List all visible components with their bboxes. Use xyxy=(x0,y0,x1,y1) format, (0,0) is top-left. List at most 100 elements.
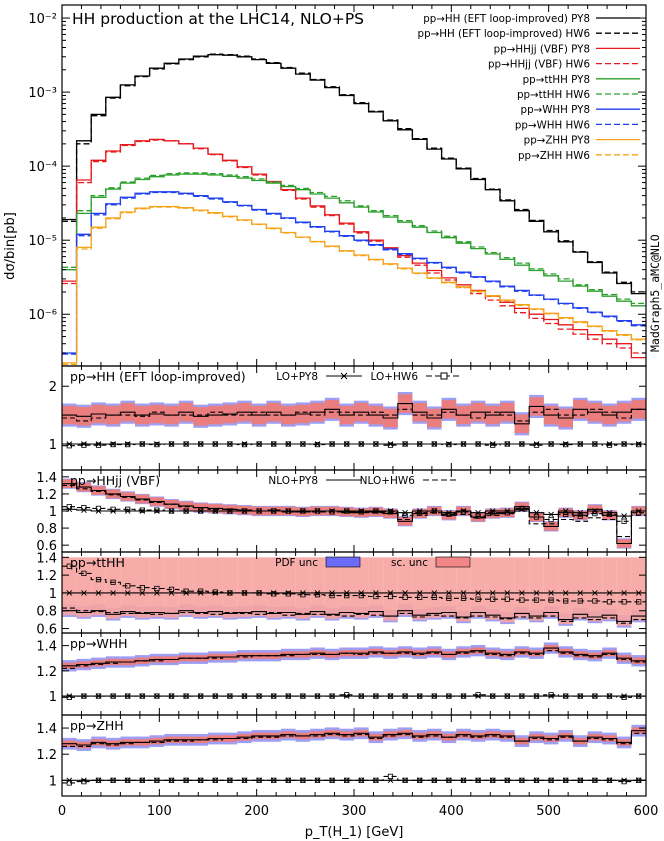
lo-hw6-marker xyxy=(446,441,452,448)
lo-hw6-marker xyxy=(285,508,291,514)
lo-py8-marker xyxy=(124,693,131,699)
lo-hw6-marker xyxy=(446,511,452,518)
x-axis-label: p_T(H_1) [GeV] xyxy=(305,825,404,840)
x-tick-label: 400 xyxy=(439,804,464,819)
lo-py8-marker xyxy=(183,590,189,596)
ratio-panel-title: pp→HH (EFT loop-improved) xyxy=(70,369,246,384)
lo-py8-marker xyxy=(577,693,584,699)
ratio-legend-label: LO+PY8 xyxy=(276,371,318,383)
lo-py8-marker xyxy=(606,693,613,699)
scale-unc-band xyxy=(456,557,471,622)
lo-py8-marker xyxy=(475,590,481,596)
scale-unc-band xyxy=(164,557,179,618)
main-series-5-line xyxy=(62,172,646,305)
lo-hw6-marker xyxy=(212,589,218,595)
ratio-nlo-hw6-line xyxy=(62,732,646,747)
ratio-panel-title: pp→HHjj (VBF) xyxy=(70,473,160,488)
lo-py8-marker xyxy=(256,693,262,699)
lo-hw6-marker xyxy=(139,777,145,783)
ratio-y-tick-label: 1.4 xyxy=(36,551,57,566)
lo-hw6-marker xyxy=(183,693,189,699)
lo-py8-marker xyxy=(621,441,627,447)
lo-hw6-marker xyxy=(606,599,613,605)
lo-hw6-marker xyxy=(417,594,423,600)
lo-py8-marker xyxy=(343,693,350,699)
lo-py8-marker xyxy=(154,777,160,784)
lo-hw6-marker xyxy=(110,777,116,783)
lo-hw6-marker xyxy=(183,508,189,514)
lo-py8-marker xyxy=(241,693,248,699)
lo-hw6-marker xyxy=(110,441,116,448)
lo-hw6-marker xyxy=(519,441,525,447)
lo-hw6-marker xyxy=(300,441,306,447)
lo-py8-marker xyxy=(227,508,233,514)
lo-hw6-marker xyxy=(241,693,248,699)
lo-py8-marker xyxy=(270,441,277,447)
ratio-legend-label: NLO+HW6 xyxy=(360,475,416,487)
lo-hw6-marker xyxy=(475,513,481,519)
lo-hw6-marker xyxy=(95,505,102,512)
lo-hw6-marker xyxy=(387,593,394,600)
lo-py8-marker xyxy=(504,508,511,514)
lo-hw6-marker xyxy=(431,777,437,783)
ratio-y-tick-label: 0.8 xyxy=(36,522,57,537)
lo-hw6-marker xyxy=(256,508,262,514)
scale-unc-band xyxy=(397,557,413,616)
main-y-tick-label: 10⁻² xyxy=(28,12,57,27)
lo-hw6-marker xyxy=(577,598,583,604)
lo-hw6-marker xyxy=(533,442,540,448)
lo-hw6-marker xyxy=(300,592,306,598)
scale-unc-band xyxy=(558,557,573,625)
lo-py8-marker xyxy=(256,777,262,784)
lo-hw6-marker xyxy=(314,508,321,514)
lo-hw6-marker xyxy=(606,511,613,518)
scale-unc-band xyxy=(631,557,646,621)
chart-title: HH production at the LHC14, NLO+PS xyxy=(72,10,364,28)
scale-unc-band xyxy=(324,557,340,619)
lo-hw6-marker xyxy=(373,693,379,699)
main-series-9-line xyxy=(62,206,646,366)
lo-py8-marker xyxy=(212,441,219,447)
lo-hw6-marker xyxy=(110,506,116,512)
lo-py8-marker xyxy=(635,693,642,699)
lo-py8-marker xyxy=(183,777,189,784)
lo-py8-marker xyxy=(475,777,481,784)
lo-hw6-marker xyxy=(431,441,437,447)
lo-py8-marker xyxy=(373,508,379,514)
lo-py8-marker xyxy=(533,441,540,447)
lo-hw6-marker xyxy=(139,507,145,513)
lo-hw6-marker xyxy=(95,777,102,783)
lo-hw6-marker xyxy=(227,508,233,514)
lo-hw6-marker xyxy=(256,777,262,783)
lo-hw6-marker xyxy=(81,693,87,699)
lo-py8-marker xyxy=(212,777,219,784)
lo-py8-marker xyxy=(110,777,116,784)
lo-py8-marker xyxy=(460,441,467,447)
ratio-nlo-py8-line xyxy=(62,610,646,622)
lo-py8-marker xyxy=(402,777,408,784)
scale-unc-band xyxy=(76,557,92,617)
ratio-nlo-hw6-line xyxy=(62,650,646,669)
lo-py8-marker xyxy=(110,590,116,596)
lo-py8-marker xyxy=(197,693,204,699)
lo-hw6-marker xyxy=(314,693,321,699)
series-lines xyxy=(62,53,646,786)
lo-py8-marker xyxy=(256,441,262,447)
lo-py8-marker xyxy=(329,693,335,699)
ratio-legend-label: LO+HW6 xyxy=(371,371,419,383)
lo-hw6-marker xyxy=(154,507,160,513)
lo-py8-marker xyxy=(606,777,613,784)
lo-hw6-marker xyxy=(402,693,408,699)
lo-py8-marker xyxy=(533,777,540,784)
lo-hw6-marker xyxy=(387,773,394,780)
lo-hw6-marker xyxy=(446,693,452,699)
legend-entry-label: pp→ttHH HW6 xyxy=(517,89,590,101)
lo-hw6-marker xyxy=(183,588,189,594)
lo-py8-marker xyxy=(139,590,146,596)
lo-hw6-marker xyxy=(329,777,335,783)
lo-py8-marker xyxy=(314,590,321,596)
lo-hw6-marker xyxy=(490,442,496,448)
lo-hw6-marker xyxy=(417,510,423,516)
lo-py8-marker xyxy=(285,777,292,784)
lo-py8-marker xyxy=(562,590,569,596)
